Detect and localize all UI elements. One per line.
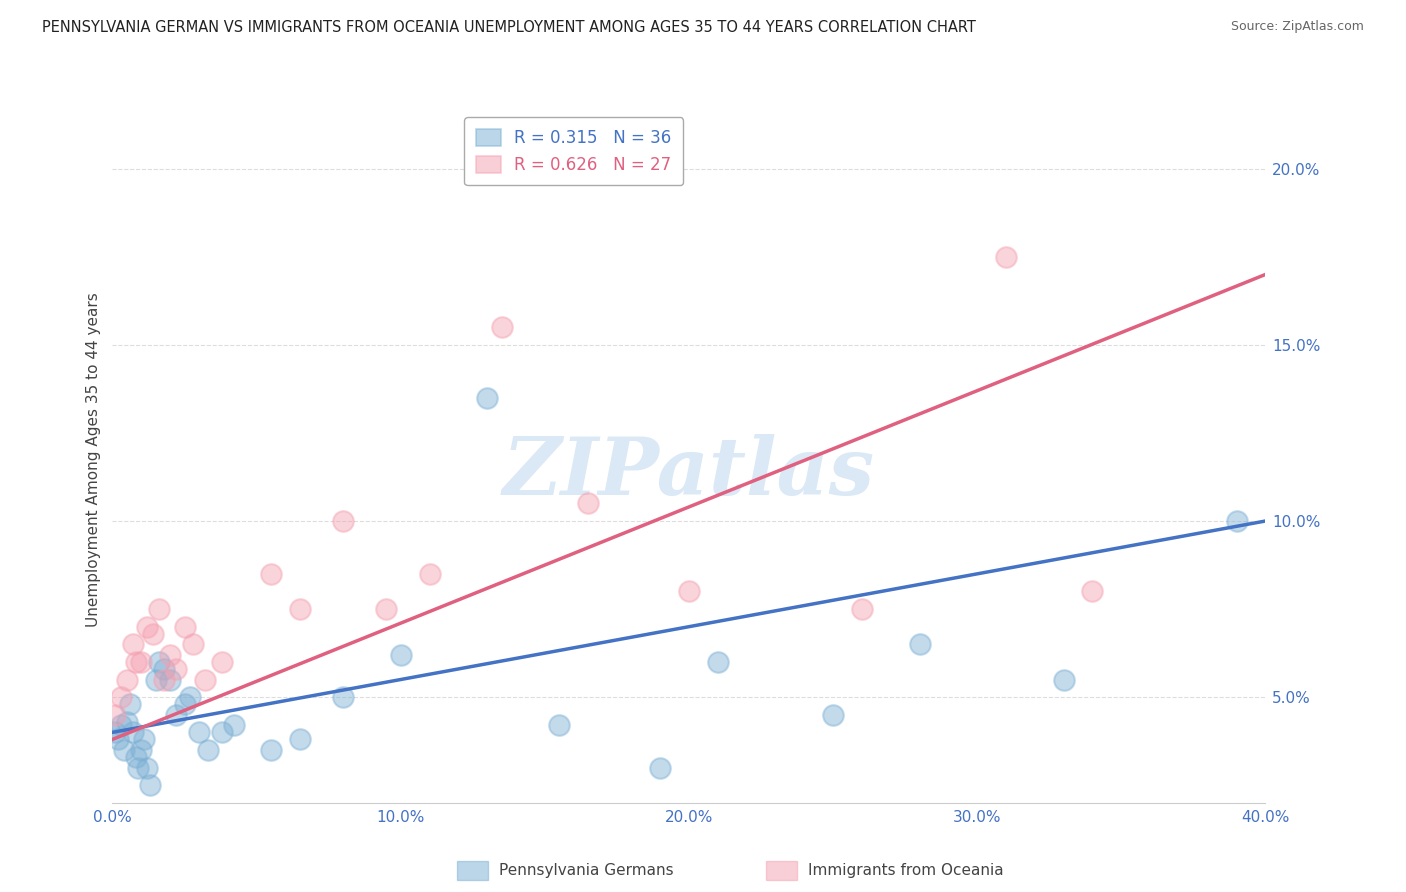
Legend: R = 0.315   N = 36, R = 0.626   N = 27: R = 0.315 N = 36, R = 0.626 N = 27 [464, 118, 683, 186]
Point [260, 566, 283, 581]
Text: Immigrants from Oceania: Immigrants from Oceania [808, 863, 1004, 878]
Text: PENNSYLVANIA GERMAN VS IMMIGRANTS FROM OCEANIA UNEMPLOYMENT AMONG AGES 35 TO 44 : PENNSYLVANIA GERMAN VS IMMIGRANTS FROM O… [42, 20, 976, 35]
Point [110, 690, 132, 705]
Point [548, 718, 571, 732]
Point [222, 718, 245, 732]
Point [159, 648, 181, 662]
Point [124, 750, 146, 764]
Point [153, 662, 176, 676]
Point [129, 743, 153, 757]
Point [475, 391, 498, 405]
Point [153, 673, 176, 687]
Point [1226, 514, 1249, 528]
Text: Pennsylvania Germans: Pennsylvania Germans [499, 863, 673, 878]
Point [678, 584, 700, 599]
Point [165, 662, 187, 676]
Point [908, 637, 931, 651]
Point [188, 725, 211, 739]
Text: Source: ZipAtlas.com: Source: ZipAtlas.com [1230, 20, 1364, 33]
Point [419, 566, 441, 581]
Point [127, 761, 149, 775]
Point [112, 743, 135, 757]
Point [288, 602, 311, 616]
Point [389, 648, 412, 662]
Point [110, 718, 132, 732]
Point [142, 626, 165, 640]
Point [211, 725, 233, 739]
Point [1052, 673, 1074, 687]
Point [179, 690, 201, 705]
Point [576, 496, 599, 510]
Point [288, 732, 311, 747]
Y-axis label: Unemployment Among Ages 35 to 44 years: Unemployment Among Ages 35 to 44 years [86, 292, 101, 627]
Point [851, 602, 873, 616]
Point [145, 673, 167, 687]
Point [165, 707, 187, 722]
Point [121, 725, 143, 739]
Point [159, 673, 181, 687]
Point [173, 620, 195, 634]
Point [995, 250, 1018, 264]
Point [115, 673, 138, 687]
Point [121, 637, 143, 651]
Point [104, 707, 127, 722]
Point [129, 655, 153, 669]
Point [491, 320, 513, 334]
Point [648, 761, 672, 775]
Point [332, 690, 354, 705]
Point [181, 637, 204, 651]
Point [821, 707, 844, 722]
Point [115, 714, 138, 729]
Point [332, 514, 354, 528]
Point [706, 655, 728, 669]
Point [375, 602, 398, 616]
Point [194, 673, 217, 687]
Point [148, 655, 170, 669]
Point [134, 732, 156, 747]
Point [136, 761, 159, 775]
Point [173, 697, 195, 711]
Point [124, 655, 146, 669]
Point [107, 732, 129, 747]
Point [139, 778, 162, 792]
Text: ZIPatlas: ZIPatlas [503, 434, 875, 512]
Point [197, 743, 219, 757]
Point [260, 743, 283, 757]
Point [118, 697, 141, 711]
Point [211, 655, 233, 669]
Point [1081, 584, 1104, 599]
Point [136, 620, 159, 634]
Point [148, 602, 170, 616]
Point [104, 725, 127, 739]
